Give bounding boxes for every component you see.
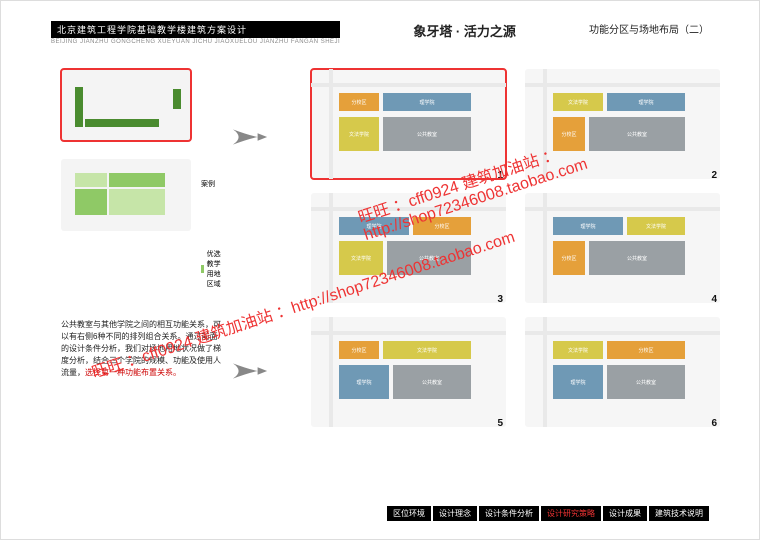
lot-diagram-2 — [61, 159, 191, 231]
legend-row: 案例 — [201, 179, 221, 189]
function-block: 理学院 — [553, 217, 623, 235]
description: 公共教室与其他学院之间的相互功能关系，可以有右侧6种不同的排列组合关系。通过前面… — [61, 319, 221, 379]
variant-number: 5 — [497, 418, 503, 429]
green-block — [109, 173, 165, 187]
green-block — [75, 173, 107, 187]
header-right: 功能分区与场地布局（二） — [589, 21, 709, 36]
variant-cell: 文法学院理学院分校区公共教室2 — [525, 69, 721, 179]
nav-item[interactable]: 区位环境 — [387, 506, 431, 521]
nav-item[interactable]: 设计条件分析 — [479, 506, 539, 521]
road — [311, 331, 506, 335]
desc-highlight: 选择第一种功能布置关系。 — [85, 368, 181, 377]
green-block — [173, 89, 181, 109]
variant-number: 6 — [711, 418, 717, 429]
variant-cell: 理学院文法学院分校区公共教室4 — [525, 193, 721, 303]
variant-grid: 分校区理学院文法学院公共教室1文法学院理学院分校区公共教室2理学院分校区文法学院… — [311, 69, 721, 427]
function-block: 公共教室 — [387, 241, 471, 275]
function-block: 理学院 — [607, 93, 685, 111]
variant-cell: 理学院分校区文法学院公共教室3 — [311, 193, 507, 303]
green-block — [109, 189, 165, 215]
variant-lot: 文法学院理学院分校区公共教室 — [525, 69, 720, 179]
legend-label: 优选教学用地区域 — [207, 249, 221, 289]
legend-row: 优选教学用地区域 — [201, 249, 221, 289]
function-block: 文法学院 — [627, 217, 685, 235]
function-block: 公共教室 — [383, 117, 471, 151]
header: 北京建筑工程学院基础教学楼建筑方案设计 BEIJING JIANZHU GONG… — [51, 21, 709, 45]
nav-item[interactable]: 设计成果 — [603, 506, 647, 521]
road — [311, 207, 506, 211]
arrow-icon — [231, 125, 269, 149]
function-block: 分校区 — [553, 241, 585, 275]
variant-lot: 分校区理学院文法学院公共教室 — [311, 69, 506, 179]
variant-cell: 文法学院分校区理学院公共教室6 — [525, 317, 721, 427]
variant-number: 3 — [497, 294, 503, 305]
function-block: 文法学院 — [383, 341, 471, 359]
variant-cell: 分校区文法学院理学院公共教室5 — [311, 317, 507, 427]
function-block: 理学院 — [339, 217, 409, 235]
variant-lot: 理学院文法学院分校区公共教室 — [525, 193, 720, 303]
function-block: 分校区 — [339, 341, 379, 359]
legend-swatch — [201, 265, 204, 273]
function-block: 分校区 — [339, 93, 379, 111]
variant-cell: 分校区理学院文法学院公共教室1 — [311, 69, 507, 179]
function-block: 文法学院 — [339, 241, 383, 275]
function-block: 文法学院 — [553, 341, 603, 359]
function-block: 分校区 — [413, 217, 471, 235]
variant-number: 4 — [711, 294, 717, 305]
nav-item[interactable]: 建筑技术说明 — [649, 506, 709, 521]
function-block: 分校区 — [607, 341, 685, 359]
variant-lot: 理学院分校区文法学院公共教室 — [311, 193, 506, 303]
green-block — [85, 119, 159, 127]
lot-inner — [75, 83, 181, 129]
variant-number: 1 — [497, 170, 503, 181]
function-block: 文法学院 — [339, 117, 379, 151]
road — [525, 207, 720, 211]
nav-bar: 区位环境设计理念设计条件分析设计研究策略设计成果建筑技术说明 — [387, 506, 709, 521]
header-pinyin: BEIJING JIANZHU GONGCHENG XUEYUAN JICHU … — [51, 39, 340, 45]
green-block — [75, 189, 107, 215]
function-block: 公共教室 — [589, 241, 685, 275]
nav-item[interactable]: 设计理念 — [433, 506, 477, 521]
content: 案例 优选教学用地区域 公共教室与其他学院之间的相互功能关系，可以有右侧6种不同… — [1, 69, 759, 499]
road — [543, 69, 547, 179]
road — [329, 317, 333, 427]
function-block: 理学院 — [553, 365, 603, 399]
road — [525, 83, 720, 87]
function-block: 文法学院 — [553, 93, 603, 111]
function-block: 理学院 — [339, 365, 389, 399]
function-block: 公共教室 — [589, 117, 685, 151]
road — [525, 331, 720, 335]
header-left: 北京建筑工程学院基础教学楼建筑方案设计 BEIJING JIANZHU GONG… — [51, 21, 340, 45]
variant-lot: 分校区文法学院理学院公共教室 — [311, 317, 506, 427]
page: 北京建筑工程学院基础教学楼建筑方案设计 BEIJING JIANZHU GONG… — [0, 0, 760, 540]
nav-item[interactable]: 设计研究策略 — [541, 506, 601, 521]
lot-diagram-1 — [61, 69, 191, 141]
variant-lot: 文法学院分校区理学院公共教室 — [525, 317, 720, 427]
road — [329, 69, 333, 179]
road — [543, 317, 547, 427]
left-column: 案例 优选教学用地区域 公共教室与其他学院之间的相互功能关系，可以有右侧6种不同… — [61, 69, 221, 379]
road — [543, 193, 547, 303]
function-block: 理学院 — [383, 93, 471, 111]
green-block — [75, 87, 83, 127]
variant-number: 2 — [711, 170, 717, 181]
header-center: 象牙塔 · 活力之源 — [413, 21, 516, 40]
legend-label: 案例 — [201, 179, 215, 189]
road — [311, 83, 506, 87]
road — [329, 193, 333, 303]
function-block: 分校区 — [553, 117, 585, 151]
header-title: 北京建筑工程学院基础教学楼建筑方案设计 — [51, 21, 340, 38]
lot-inner — [75, 173, 181, 219]
arrow-icon — [231, 359, 269, 383]
function-block: 公共教室 — [393, 365, 471, 399]
function-block: 公共教室 — [607, 365, 685, 399]
